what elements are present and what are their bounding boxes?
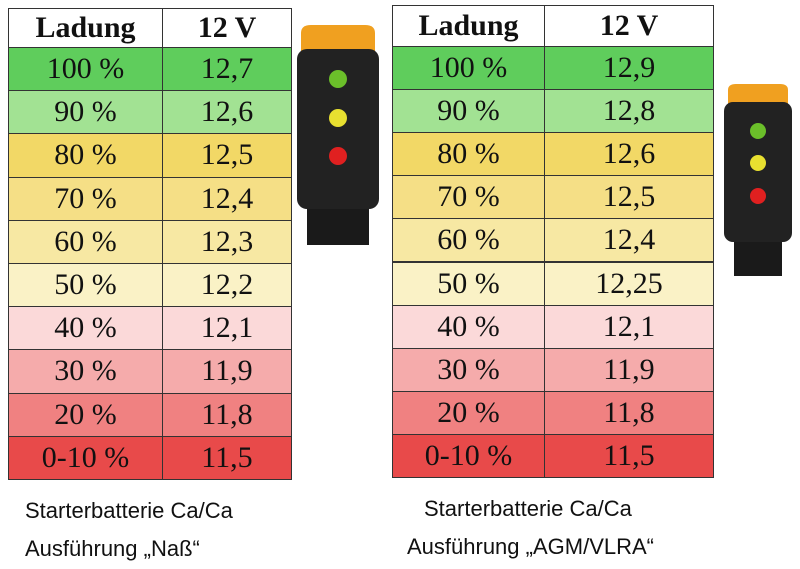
table-cell: 12,9 [544, 46, 714, 91]
table-cell: 12,4 [544, 218, 714, 263]
table-cell: 11,9 [162, 349, 292, 394]
header-cell: Ladung [392, 5, 545, 47]
table-cell: 12,25 [544, 261, 714, 306]
table-cell: 80 % [392, 132, 545, 177]
table-cell: 12,5 [544, 175, 714, 220]
table-cell: 50 % [392, 261, 545, 306]
caption: Starterbatterie Ca/Ca [424, 496, 632, 521]
header-cell: 12 V [162, 8, 292, 48]
table-cell: 12,8 [544, 89, 714, 134]
table-cell: 60 % [392, 218, 545, 263]
table-cell: 0-10 % [392, 433, 545, 478]
table-cell: 100 % [392, 46, 545, 91]
table-cell: 90 % [8, 90, 163, 135]
table-cell: 30 % [392, 347, 545, 392]
table-cell: 12,5 [162, 133, 292, 178]
tester-device [724, 84, 792, 276]
table-cell: 12,3 [162, 219, 292, 264]
table-cell: 12,7 [162, 47, 292, 92]
table-cell: 70 % [8, 176, 163, 221]
caption: Starterbatterie Ca/Ca [25, 498, 233, 523]
table-cell: 80 % [8, 133, 163, 178]
table-cell: 20 % [392, 390, 545, 435]
header-cell: Ladung [8, 8, 163, 48]
table-cell: 12,1 [544, 304, 714, 349]
table-cell: 90 % [392, 89, 545, 134]
table-cell: 70 % [392, 175, 545, 220]
table-cell: 12,1 [162, 306, 292, 351]
table-cell: 12,2 [162, 263, 292, 308]
table-cell: 11,5 [544, 433, 714, 478]
table-cell: 50 % [8, 263, 163, 308]
table-cell: 40 % [392, 304, 545, 349]
table-cell: 12,6 [162, 90, 292, 135]
tester-device [297, 25, 379, 245]
table-cell: 100 % [8, 47, 163, 92]
table-cell: 60 % [8, 219, 163, 264]
caption: Ausführung „AGM/VLRA“ [407, 534, 654, 559]
caption: Ausführung „Naß“ [25, 536, 200, 561]
table-cell: 30 % [8, 349, 163, 394]
table-cell: 20 % [8, 392, 163, 437]
table-cell: 12,6 [544, 132, 714, 177]
table-cell: 40 % [8, 306, 163, 351]
table-cell: 0-10 % [8, 435, 163, 480]
table-cell: 11,8 [544, 390, 714, 435]
header-cell: 12 V [544, 5, 714, 47]
table-cell: 11,5 [162, 435, 292, 480]
table-cell: 11,9 [544, 347, 714, 392]
table-cell: 11,8 [162, 392, 292, 437]
table-cell: 12,4 [162, 176, 292, 221]
